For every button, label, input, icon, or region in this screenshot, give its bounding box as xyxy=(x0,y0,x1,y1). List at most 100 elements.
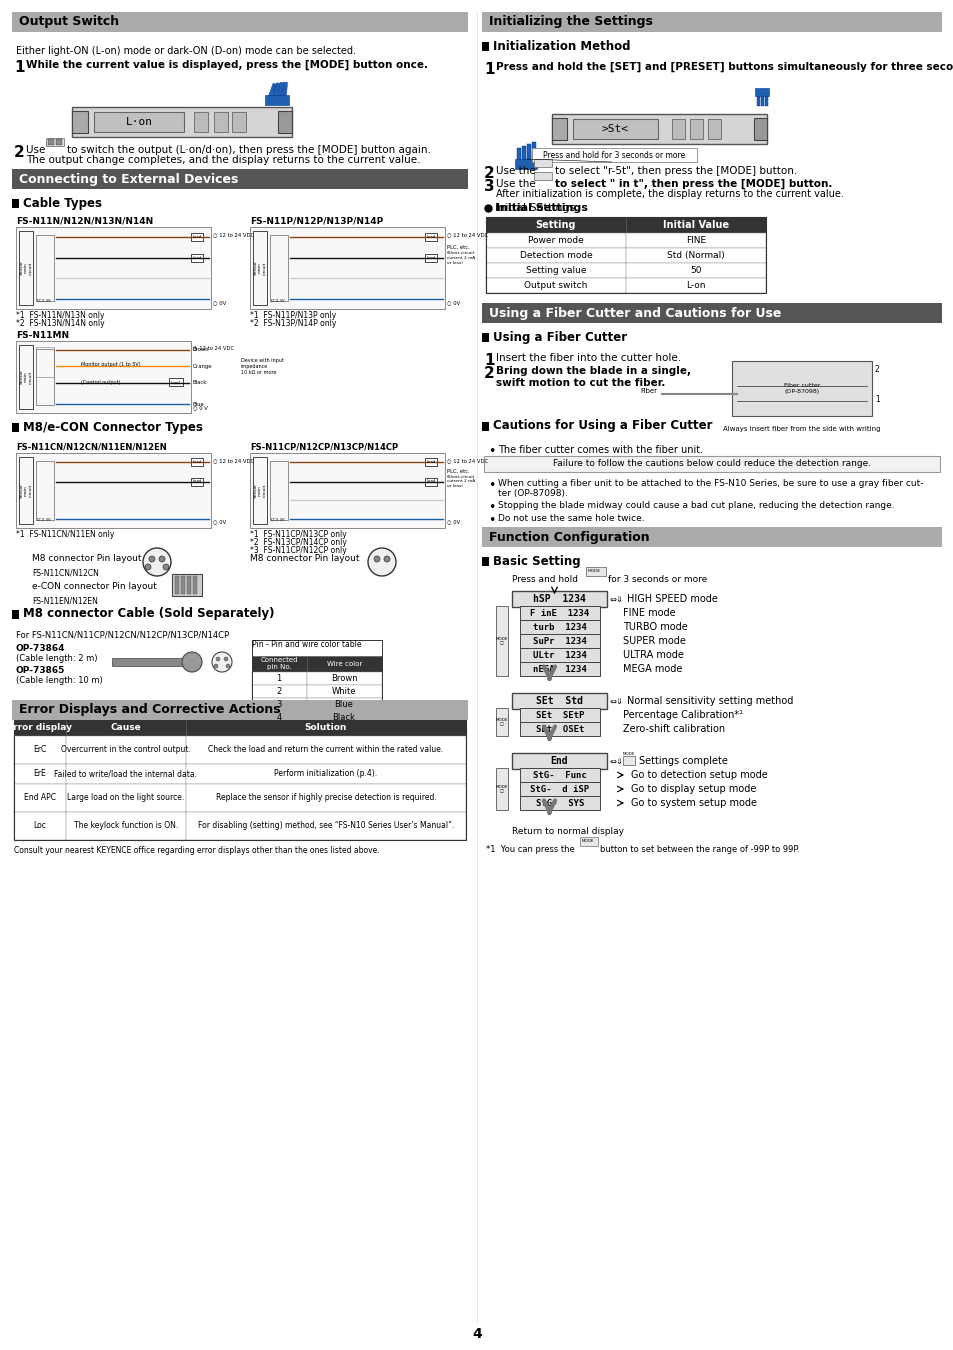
Text: Initializing the Settings: Initializing the Settings xyxy=(489,15,652,28)
Bar xyxy=(519,634,599,648)
Text: for 3 seconds or more: for 3 seconds or more xyxy=(607,575,706,585)
Text: Load: Load xyxy=(426,460,436,464)
Bar xyxy=(14,720,66,736)
Bar xyxy=(252,711,307,724)
Bar xyxy=(186,811,465,840)
Bar xyxy=(272,82,280,101)
Text: While the current value is displayed, press the [MODE] button once.: While the current value is displayed, pr… xyxy=(26,59,428,70)
Text: Std (Normal): Std (Normal) xyxy=(666,251,724,261)
Text: 1: 1 xyxy=(874,396,879,404)
Bar xyxy=(66,764,186,784)
Text: PLC, etc.: PLC, etc. xyxy=(447,470,469,474)
Text: Fiber: Fiber xyxy=(639,387,657,394)
Text: 4: 4 xyxy=(472,1327,481,1341)
Text: Do not use the same hole twice.: Do not use the same hole twice. xyxy=(497,514,644,522)
Text: Go to detection setup mode: Go to detection setup mode xyxy=(630,769,767,780)
Text: Press and hold the [SET] and [PRESET] buttons simultaneously for three seconds.: Press and hold the [SET] and [PRESET] bu… xyxy=(496,62,953,73)
Text: MODE
□: MODE □ xyxy=(496,637,508,645)
Text: Loc: Loc xyxy=(33,822,47,830)
Text: M8/e-CON Connector Types: M8/e-CON Connector Types xyxy=(23,420,203,433)
Text: Cause: Cause xyxy=(111,724,141,733)
Bar xyxy=(253,231,267,305)
Text: ○ 0V: ○ 0V xyxy=(213,300,226,305)
Text: F inE  1234: F inE 1234 xyxy=(530,609,589,617)
Bar xyxy=(481,333,489,342)
Circle shape xyxy=(226,664,230,668)
Text: StG-  SYS: StG- SYS xyxy=(536,798,583,807)
Text: 50: 50 xyxy=(690,266,701,275)
Bar xyxy=(526,144,531,161)
Bar xyxy=(252,684,307,698)
Bar xyxy=(181,576,185,594)
Text: ○ 12 to 24 VDC: ○ 12 to 24 VDC xyxy=(193,346,233,351)
Text: FS-N11MN: FS-N11MN xyxy=(16,331,69,340)
Text: Brown: Brown xyxy=(331,674,357,683)
Bar xyxy=(71,107,292,136)
Bar xyxy=(731,360,871,416)
Bar xyxy=(625,217,765,234)
Text: button to set between the range of -99P to 99P.: button to set between the range of -99P … xyxy=(599,845,799,855)
Text: Failed to write/load the internal data.: Failed to write/load the internal data. xyxy=(54,769,197,779)
Text: Load: Load xyxy=(426,256,436,261)
Bar xyxy=(19,346,33,409)
Text: ⇔⇓: ⇔⇓ xyxy=(609,594,623,603)
Text: For FS-N11CN/N11CP/N12CN/N12CP/N13CP/N14CP: For FS-N11CN/N11CP/N12CN/N12CP/N13CP/N14… xyxy=(16,630,229,639)
Text: ErC: ErC xyxy=(33,745,47,755)
Text: Load: Load xyxy=(193,235,201,239)
Bar xyxy=(485,248,625,263)
Bar xyxy=(307,684,381,698)
Bar xyxy=(270,235,288,301)
Text: TURBO mode: TURBO mode xyxy=(622,622,687,632)
Bar xyxy=(579,837,598,846)
Text: 1: 1 xyxy=(14,59,25,76)
Text: HIGH SPEED mode: HIGH SPEED mode xyxy=(626,594,717,603)
Text: End: End xyxy=(550,756,568,765)
Text: Basic Setting: Basic Setting xyxy=(493,555,580,567)
Text: Always insert fiber from the side with writing: Always insert fiber from the side with w… xyxy=(722,427,880,432)
Bar xyxy=(307,672,381,684)
Bar xyxy=(270,460,288,520)
Circle shape xyxy=(182,652,202,672)
Text: (Cable length: 10 m): (Cable length: 10 m) xyxy=(16,676,103,684)
Bar xyxy=(186,720,465,736)
Bar xyxy=(512,693,606,709)
Bar xyxy=(12,701,468,720)
Text: ⇔⇓: ⇔⇓ xyxy=(609,697,623,706)
Bar xyxy=(250,227,444,309)
Text: Initialization Method: Initialization Method xyxy=(493,39,630,53)
Bar xyxy=(519,768,599,782)
Text: *1  FS-N11CN/N11EN only: *1 FS-N11CN/N11EN only xyxy=(16,531,114,539)
Text: Load: Load xyxy=(426,235,436,239)
Text: OP-73864: OP-73864 xyxy=(16,644,66,653)
Text: StG-  Func: StG- Func xyxy=(533,771,586,779)
Text: Black: Black xyxy=(333,713,355,722)
Bar xyxy=(625,278,765,293)
Text: White: White xyxy=(332,687,355,697)
Text: Replace the sensor if highly precise detection is required.: Replace the sensor if highly precise det… xyxy=(215,794,436,802)
Text: ErE: ErE xyxy=(33,769,47,779)
Bar xyxy=(534,159,552,167)
Text: Sensor
main
circuit: Sensor main circuit xyxy=(19,261,32,275)
Bar xyxy=(19,231,33,305)
Text: *2  FS-N13P/N14P only: *2 FS-N13P/N14P only xyxy=(250,319,336,328)
Bar xyxy=(521,146,525,162)
Bar xyxy=(172,574,202,595)
Text: Bring down the blade in a single,
swift motion to cut the fiber.: Bring down the blade in a single, swift … xyxy=(496,366,690,387)
Text: *1  FS-N11P/N13P only: *1 FS-N11P/N13P only xyxy=(250,310,335,320)
Text: ⇔⇓: ⇔⇓ xyxy=(609,756,623,765)
Bar xyxy=(66,736,186,764)
Text: Load: Load xyxy=(193,479,201,483)
Text: ○ 12 to 24 VDC: ○ 12 to 24 VDC xyxy=(213,232,253,238)
Text: The keylock function is ON.: The keylock function is ON. xyxy=(73,822,178,830)
Text: •: • xyxy=(488,514,495,526)
Text: Consult your nearest KEYENCE office regarding error displays other than the ones: Consult your nearest KEYENCE office rega… xyxy=(14,846,379,855)
Text: Orange: Orange xyxy=(193,363,213,369)
Circle shape xyxy=(145,564,151,570)
Bar xyxy=(14,764,66,784)
Bar xyxy=(515,159,537,169)
Bar xyxy=(519,707,599,722)
Bar xyxy=(585,567,605,576)
Text: FS-N11EN/N12EN: FS-N11EN/N12EN xyxy=(32,595,98,605)
Bar xyxy=(252,672,307,684)
Text: Initial Settings: Initial Settings xyxy=(495,202,575,213)
